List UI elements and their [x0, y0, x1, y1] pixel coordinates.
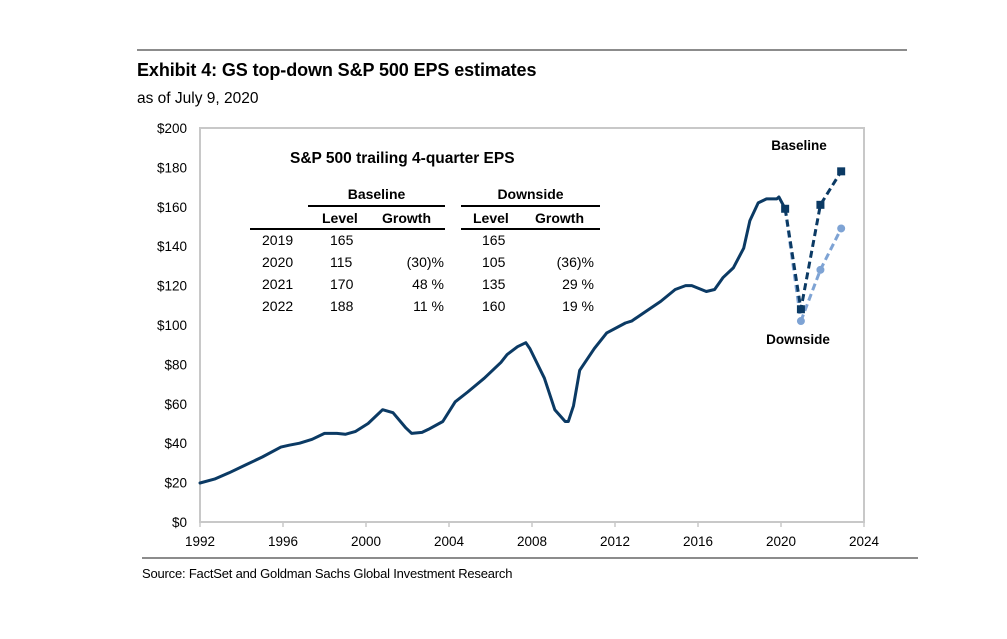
table-rule-header-left: [250, 228, 445, 230]
x-tick-label: 1992: [185, 534, 215, 549]
y-tick-label: $40: [164, 436, 187, 451]
row-downside-growth: 19 %: [562, 298, 594, 314]
row-downside-level: 165: [482, 232, 506, 248]
x-tick-label: 2020: [766, 534, 796, 549]
baseline-point: [796, 305, 805, 314]
y-tick-label: $200: [157, 121, 187, 136]
table-row: 2019 165 165: [250, 232, 610, 254]
row-baseline-growth: (30)%: [406, 254, 444, 270]
series-history-line: [198, 195, 787, 485]
downside-point: [816, 265, 825, 274]
row-downside-growth: 29 %: [562, 276, 594, 292]
table-rule-baseline: [308, 205, 445, 207]
baseline-point: [816, 200, 825, 209]
row-baseline-growth: 11 %: [413, 298, 444, 314]
table-header-downside-growth: Growth: [535, 210, 584, 226]
x-tick-label: 2012: [600, 534, 630, 549]
table-title: S&P 500 trailing 4-quarter EPS: [290, 150, 515, 167]
series-baseline-line: [783, 170, 843, 310]
baseline-point: [781, 204, 790, 213]
table-row: 2021 170 48 % 135 29 %: [250, 276, 610, 298]
table-header-baseline-level: Level: [322, 210, 358, 226]
y-tick-label: $160: [157, 200, 187, 215]
table-group-downside: Downside: [497, 186, 564, 202]
table-header-baseline-growth: Growth: [382, 210, 431, 226]
table-group-baseline: Baseline: [347, 186, 406, 202]
row-baseline-level: 188: [330, 298, 354, 314]
y-tick-label: $60: [164, 397, 187, 412]
x-tick-label: 1996: [268, 534, 298, 549]
row-downside-level: 135: [482, 276, 506, 292]
y-tick-label: $120: [157, 279, 187, 294]
y-tick-label: $20: [164, 476, 187, 491]
table-row: 2022 188 11 % 160 19 %: [250, 298, 610, 320]
row-year: 2020: [262, 254, 294, 270]
row-downside-level: 160: [482, 298, 506, 314]
y-tick-label: $0: [172, 515, 187, 530]
y-tick-label: $180: [157, 160, 187, 175]
downside-point: [837, 224, 846, 233]
row-year: 2019: [262, 232, 294, 248]
axes: [199, 127, 865, 527]
baseline-point: [837, 167, 846, 176]
table-rule-header-right: [461, 228, 600, 230]
source-note: Source: FactSet and Goldman Sachs Global…: [142, 566, 513, 581]
x-tick-label: 2024: [849, 534, 880, 549]
row-baseline-level: 170: [330, 276, 354, 292]
row-baseline-level: 165: [330, 232, 354, 248]
row-downside-growth: (36)%: [556, 254, 594, 270]
row-baseline-level: 115: [330, 254, 353, 270]
x-axis-labels: 1992 1996 2000 2004 2008 2012 2016 2020 2024: [185, 534, 880, 549]
y-tick-label: $140: [157, 239, 187, 254]
y-axis-labels: $0 $20 $40 $60 $80 $100 $120 $140 $160 $180 $200: [157, 121, 187, 530]
row-year: 2021: [262, 276, 294, 292]
row-baseline-growth: 48 %: [412, 276, 444, 292]
x-tick-label: 2016: [683, 534, 713, 549]
row-year: 2022: [262, 298, 294, 314]
downside-point: [796, 317, 805, 326]
exhibit-title: Exhibit 4: GS top-down S&P 500 EPS estim…: [137, 60, 537, 80]
series-layer: [198, 167, 846, 485]
bottom-rule: [142, 557, 918, 559]
y-tick-label: $80: [164, 357, 187, 372]
table-header-downside-level: Level: [473, 210, 509, 226]
row-downside-level: 105: [482, 254, 506, 270]
x-tick-label: 2000: [351, 534, 381, 549]
y-tick-label: $100: [157, 318, 187, 333]
table-rule-downside: [461, 205, 600, 207]
x-tick-label: 2008: [517, 534, 547, 549]
annotation-downside: Downside: [766, 332, 830, 347]
x-tick-label: 2004: [434, 534, 465, 549]
table-row: 2020 115 (30)% 105 (36)%: [250, 254, 610, 276]
annotation-baseline: Baseline: [771, 138, 827, 153]
exhibit-subtitle: as of July 9, 2020: [137, 90, 259, 107]
top-rule: [137, 49, 907, 51]
